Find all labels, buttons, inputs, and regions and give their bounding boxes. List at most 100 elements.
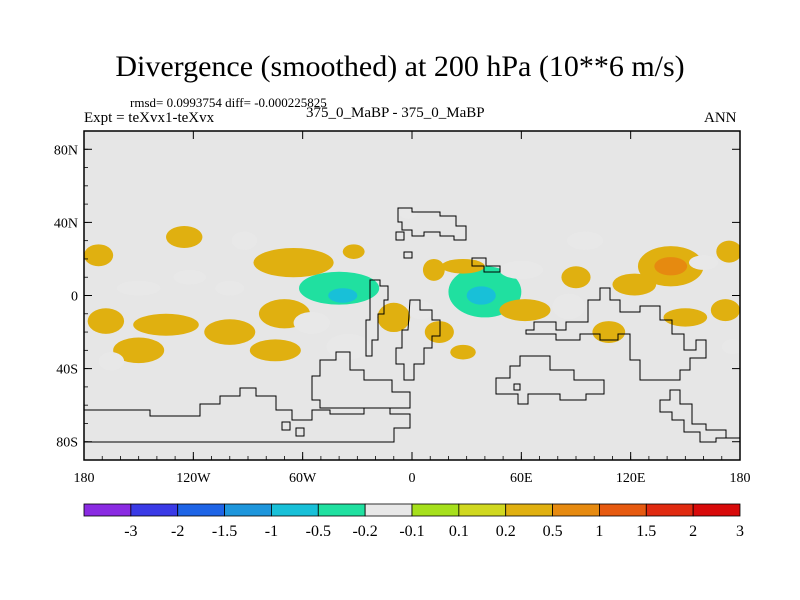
x-tick-label-2: 60W [289,471,317,486]
contour-region-36 [654,257,688,276]
contour-region-4 [113,337,165,364]
contour-region-37 [688,255,719,270]
colorbar: -3 -2 -1.5 -1 -0.5 -0.2 -0.1 0.1 0.2 0.5 1 1.5 2 3 [83,503,744,540]
contour-region-12 [253,247,334,278]
contour-region-15 [299,271,380,305]
contour-region-30 [552,293,586,320]
colorbar-swatch-9 [505,503,553,517]
colorbar-label-6: -0.1 [399,523,424,540]
contour-region-25 [466,286,496,305]
coastline-asia-south [525,287,707,381]
x-tick-label-1: 120W [176,471,211,486]
contour-region-6 [166,226,203,248]
experiment-label: Expt = teXvx1-teXvx [84,110,215,126]
contour-region-29 [499,260,544,280]
colorbar-label-5: -0.2 [352,523,377,540]
colorbar-swatch-0 [83,503,132,517]
coastline-africa [395,299,441,381]
coastline-australia [495,355,605,405]
x-tick-label-6: 180 [730,471,751,486]
colorbar-label-12: 2 [689,523,697,540]
contour-region-14 [293,311,330,334]
coastline-antarctica-east [659,389,740,443]
colorbar-label-4: -0.5 [306,523,331,540]
colorbar-swatch-6 [364,503,413,517]
y-tick-label-2: 0 [71,290,78,305]
contour-region-1 [87,308,125,334]
colorbar-label-7: 0.1 [449,523,469,540]
coastline-central [365,279,389,357]
contour-region-23 [450,344,476,360]
contour-region-31 [561,266,591,289]
y-tick-label-0: 80N [54,143,78,158]
axes: 180 120W 60W 0 60E 120E 180 80N 40N 0 40S 80S [54,130,751,486]
season-label: ANN [704,110,737,126]
contour-region-8 [215,280,245,296]
colorbar-swatch-3 [224,503,272,517]
colorbar-swatch-8 [458,503,507,517]
contour-region-39 [710,299,740,322]
y-tick-label-3: 40S [56,363,78,378]
contour-region-3 [133,313,199,336]
contour-region-7 [173,269,207,285]
contour-region-0 [84,244,114,267]
y-tick-label-4: 80S [56,436,78,451]
map-background [84,131,740,460]
case-label: 375_0_MaBP - 375_0_MaBP [306,105,485,121]
contour-region-17 [342,244,365,259]
coastline-antarctica-west [84,387,411,443]
contour-region-40 [716,240,740,263]
coastline-east-block [471,257,501,273]
contour-region-33 [566,231,604,250]
colorbar-label-8: 0.2 [496,523,516,540]
coastline-west-block [281,421,305,437]
coastline-small-island [513,383,521,391]
contour-region-34 [612,273,657,296]
coastline-islands-north [395,231,413,259]
colorbar-swatch-10 [552,503,600,517]
colorbar-label-13: 3 [736,523,744,540]
y-tick-label-1: 40N [54,216,78,231]
colorbar-label-2: -1.5 [212,523,237,540]
colorbar-label-3: -1 [265,523,278,540]
contour-region-27 [399,207,418,219]
contour-region-20 [422,258,445,281]
contour-region-38 [663,308,708,327]
colorbar-swatch-7 [411,503,460,517]
contour-region-10 [231,231,258,250]
contour-region-32 [592,321,626,344]
x-tick-label-3: 0 [409,471,416,486]
colorbar-label-1: -2 [171,523,184,540]
contour-region-28 [499,299,551,322]
chart-title: Divergence (smoothed) at 200 hPa (10**6 … [115,50,685,83]
x-tick-label-4: 60E [510,471,533,486]
contour-region-22 [424,321,454,344]
colorbar-label-0: -3 [124,523,137,540]
contour-region-26 [441,258,485,274]
coastline-europe [397,207,467,241]
x-tick-label-0: 180 [74,471,95,486]
x-tick-label-5: 120E [616,471,646,486]
colorbar-label-9: 0.5 [543,523,563,540]
coastline-south-block [311,351,411,409]
colorbar-swatch-2 [177,503,225,517]
contour-region-19 [377,302,411,333]
coastlines [84,207,740,443]
colorbar-label-10: 1 [595,523,603,540]
contour-fills [84,207,740,371]
colorbar-swatch-13 [692,503,741,517]
colorbar-swatch-5 [317,503,366,517]
colorbar-label-11: 1.5 [636,523,656,540]
contour-region-41 [721,339,740,354]
contour-region-2 [116,280,161,296]
contour-region-18 [326,333,371,360]
contour-region-16 [328,288,358,303]
colorbar-swatch-12 [645,503,694,517]
colorbar-swatch-11 [599,503,647,517]
colorbar-swatch-1 [130,503,179,517]
contour-region-11 [249,339,301,362]
contour-region-9 [204,319,256,345]
colorbar-swatch-4 [271,503,319,517]
contour-region-5 [98,352,125,371]
